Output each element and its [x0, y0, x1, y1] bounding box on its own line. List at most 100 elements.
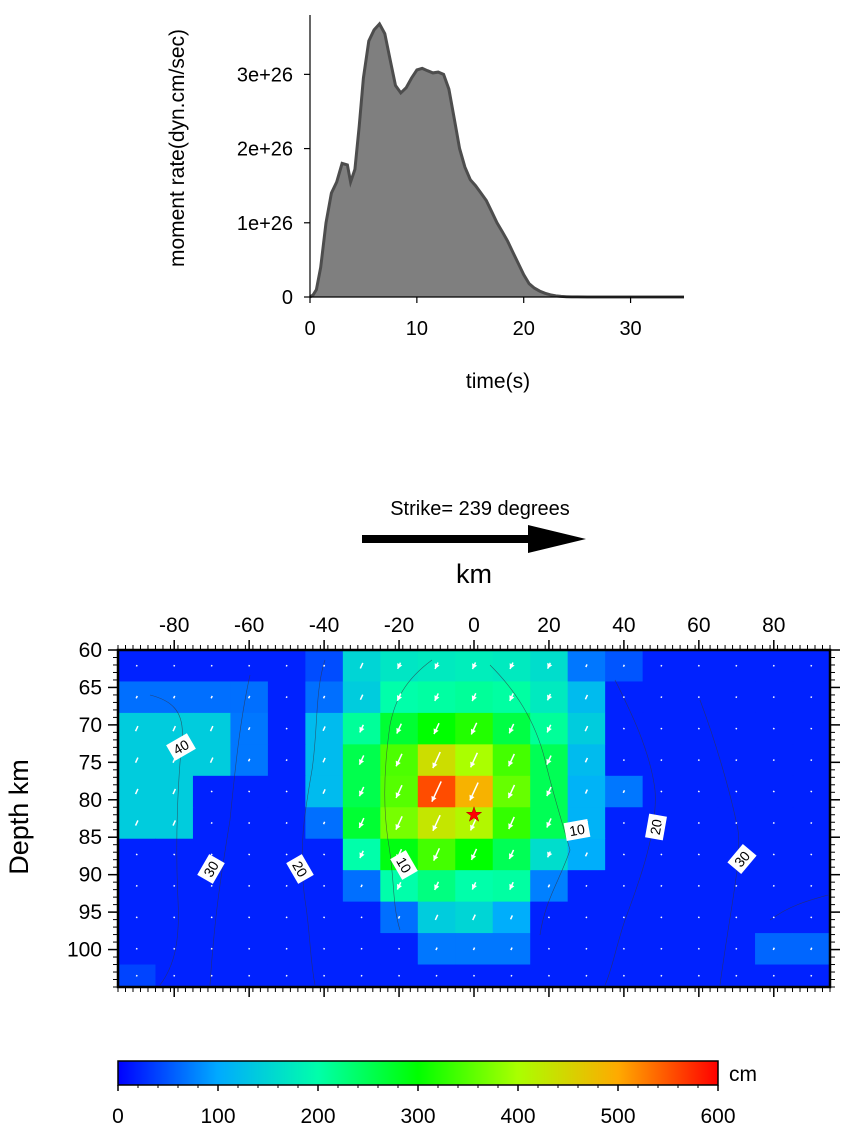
- slip-vector: [248, 853, 251, 856]
- slip-vector: [697, 790, 700, 793]
- slip-vector-head: [509, 883, 515, 890]
- slip-vector-head: [547, 694, 553, 701]
- slip-vector-head: [472, 663, 478, 670]
- slip-vector: [735, 759, 738, 762]
- slip-vector-head: [508, 853, 514, 859]
- slip-vector: [322, 789, 326, 795]
- slip-vector: [472, 914, 476, 921]
- slip-vector: [697, 884, 700, 887]
- slip-vector: [697, 664, 700, 667]
- slip-map-minor-ticks: [113, 645, 835, 992]
- slip-vector: [134, 725, 139, 732]
- slip-vector: [285, 759, 288, 762]
- slip-vector: [172, 695, 176, 699]
- colorbar-tick-label: 500: [600, 1105, 635, 1128]
- slip-y-tick-label: 60: [79, 639, 102, 662]
- slip-vector: [622, 884, 625, 887]
- slip-vector-head: [359, 759, 365, 765]
- moment-rate-y-ticks: 0 1e+26 2e+26 3e+26: [237, 64, 310, 309]
- slip-vector: [209, 757, 214, 763]
- slip-vector: [660, 884, 663, 887]
- slip-vector: [247, 758, 251, 762]
- slip-vector: [173, 884, 176, 887]
- contour-label-box: [197, 854, 225, 884]
- moment-rate-y-tick-label: 1e+26: [237, 213, 293, 235]
- slip-vector: [547, 974, 550, 977]
- slip-x-tick-label: -80: [159, 614, 189, 637]
- slip-vector: [285, 790, 288, 793]
- slip-vector: [285, 974, 288, 977]
- slip-vector: [434, 914, 439, 921]
- slip-vector-head: [434, 663, 440, 669]
- slip-vector: [697, 974, 700, 977]
- slip-vector: [660, 664, 663, 667]
- slip-vector: [622, 727, 625, 730]
- slip-vector: [810, 916, 813, 919]
- slip-vector: [172, 757, 177, 763]
- slip-vector: [323, 853, 326, 856]
- slip-vector-head: [396, 727, 402, 734]
- slip-y-tick-label: 100: [67, 939, 102, 962]
- slip-vector-head: [508, 823, 514, 829]
- slip-vector: [209, 725, 214, 732]
- slip-vector: [248, 974, 251, 977]
- slip-vector: [810, 727, 813, 730]
- slip-y-tick-label: 80: [79, 789, 102, 812]
- slip-vector: [435, 947, 438, 951]
- slip-vector: [285, 664, 288, 667]
- slip-vector: [135, 947, 138, 950]
- slip-vector: [772, 916, 775, 919]
- slip-vector: [622, 947, 625, 950]
- slip-vector: [772, 947, 775, 951]
- slip-vector: [660, 974, 663, 977]
- slip-vector: [547, 947, 550, 950]
- slip-vector-head: [432, 825, 438, 831]
- slip-vector: [772, 696, 775, 699]
- slip-vector: [772, 664, 775, 667]
- slip-y-tick-label: 70: [79, 714, 102, 737]
- contour-line-30-right: [699, 699, 740, 986]
- slip-vector-head: [546, 726, 552, 733]
- slip-vector: [398, 947, 401, 950]
- slip-vector: [772, 853, 775, 856]
- slip-vector: [134, 820, 139, 826]
- slip-vector: [173, 664, 176, 667]
- moment-rate-x-tick-label: 0: [304, 318, 315, 340]
- colorbar-gradient: [117, 1060, 719, 1086]
- slip-vector: [810, 664, 813, 667]
- slip-vector: [323, 916, 326, 919]
- slip-vector-head: [546, 790, 552, 797]
- slip-vector: [735, 974, 738, 977]
- slip-vector-head: [359, 852, 365, 859]
- slip-vector-head: [471, 854, 477, 860]
- slip-vector: [584, 820, 589, 826]
- slip-y-tick-label: 85: [79, 826, 102, 849]
- slip-vector: [810, 853, 813, 856]
- colorbar-tick-label: 300: [400, 1105, 435, 1128]
- slip-vector-head: [359, 790, 365, 797]
- slip-vector: [323, 947, 326, 950]
- slip-vector: [247, 727, 251, 731]
- slip-vector: [210, 695, 213, 699]
- slip-vector: [285, 821, 288, 824]
- slip-vector: [810, 790, 813, 793]
- slip-x-tick-label: -40: [309, 614, 339, 637]
- slip-vector: [360, 884, 363, 888]
- moment-rate-x-tick-label: 30: [619, 318, 641, 340]
- slip-vector: [622, 974, 625, 977]
- slip-vector: [622, 664, 625, 667]
- slip-vector: [135, 853, 138, 856]
- slip-vector: [697, 696, 700, 699]
- slip-vector: [285, 947, 288, 950]
- slip-x-tick-label: 80: [762, 614, 785, 637]
- moment-rate-x-tick-label: 10: [406, 318, 428, 340]
- slip-map-x-label: km: [456, 559, 492, 589]
- slip-vector: [735, 790, 738, 793]
- slip-vector: [510, 947, 513, 951]
- contour-label-box: [727, 844, 757, 874]
- slip-vector: [248, 821, 251, 824]
- slip-vector: [248, 916, 251, 919]
- colorbar-ticks: 0 100 200 300 400 500 600: [112, 1085, 736, 1128]
- slip-vector: [210, 790, 213, 793]
